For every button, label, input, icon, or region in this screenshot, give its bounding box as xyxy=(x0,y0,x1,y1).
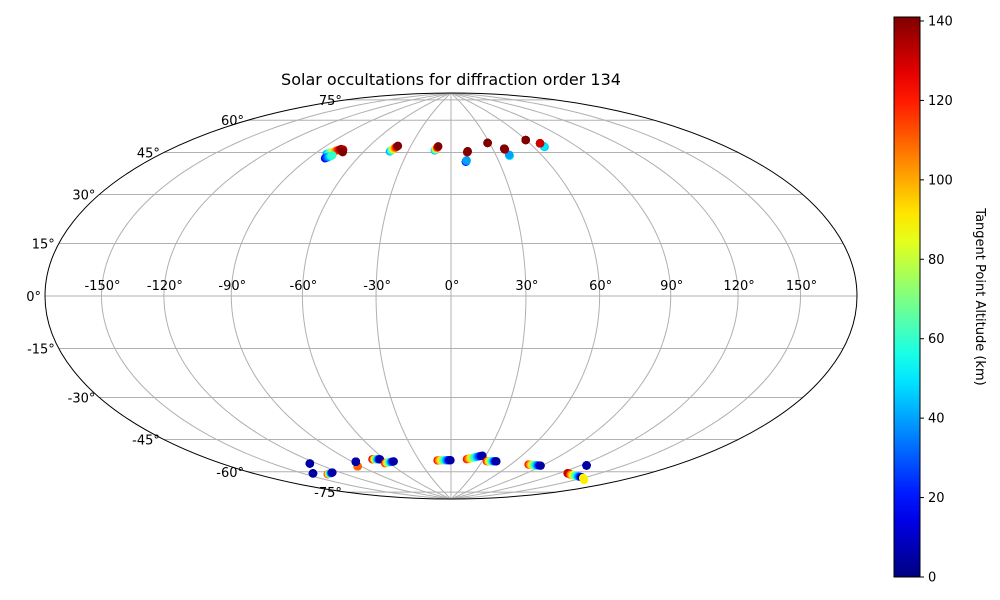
data-point xyxy=(446,456,455,465)
lat-tick-label: 60° xyxy=(221,114,244,129)
colorbar: 0 20 40 60 80 100 120 140 Tangent Point Altitude… xyxy=(893,15,987,586)
lon-tick-label: -120° xyxy=(147,279,183,294)
lat-tick-label: 75° xyxy=(319,94,342,109)
data-point xyxy=(434,142,443,151)
colorbar-label: Tangent Point Altitude (km) xyxy=(972,207,987,385)
data-point xyxy=(483,138,492,148)
data-point xyxy=(328,468,337,477)
map-outline xyxy=(44,92,858,500)
colorbar-tick-label: 140 xyxy=(928,15,953,30)
data-point xyxy=(389,457,398,466)
data-point xyxy=(305,459,315,468)
colorbar-tick-label: 60 xyxy=(928,332,945,347)
lon-tick-label: 120° xyxy=(723,279,754,294)
lon-tick-label: 0° xyxy=(445,279,460,294)
lat-tick-label: 30° xyxy=(72,189,95,204)
data-point xyxy=(351,457,361,466)
lat-tick-label: -15° xyxy=(27,343,55,358)
lon-tick-label: -150° xyxy=(84,279,120,294)
scatter-points xyxy=(305,135,591,485)
colorbar-gradient xyxy=(893,16,921,578)
colorbar-tick-label: 120 xyxy=(928,94,953,109)
data-point xyxy=(582,461,591,470)
data-point xyxy=(492,457,501,466)
lon-tick-label: 30° xyxy=(515,279,538,294)
lat-tick-label: 0° xyxy=(26,290,41,305)
data-point xyxy=(535,139,545,148)
colorbar-tick-label: 100 xyxy=(928,173,953,188)
lat-tick-label: -75° xyxy=(314,486,342,501)
data-point xyxy=(536,461,545,470)
data-point xyxy=(308,469,318,478)
data-point xyxy=(579,475,589,485)
lat-tick-label: -45° xyxy=(132,434,160,449)
colorbar-tick-label: 40 xyxy=(928,412,945,427)
lon-tick-label: 60° xyxy=(589,279,612,294)
lon-tick-label: 150° xyxy=(786,279,817,294)
data-point xyxy=(463,147,472,156)
lon-tick-label: -60° xyxy=(290,279,318,294)
data-point xyxy=(338,148,347,157)
map-area: -150° -120° -90° -60° -30° 0° 30° 60° 90° 120° 150… xyxy=(26,92,858,501)
data-point xyxy=(328,151,337,160)
data-point xyxy=(462,156,471,165)
data-point xyxy=(499,144,509,153)
lon-tick-label: 90° xyxy=(660,279,683,294)
lon-tick-label: -30° xyxy=(363,279,391,294)
lat-tick-label: -30° xyxy=(68,392,96,407)
colorbar-tick-label: 80 xyxy=(928,253,945,268)
data-point xyxy=(521,135,530,145)
colorbar-tick-label: 0 xyxy=(928,571,936,586)
lat-tick-label: 45° xyxy=(137,147,160,162)
data-point xyxy=(393,141,403,151)
chart-title: Solar occultations for diffraction order… xyxy=(281,70,621,89)
lon-tick-label: -90° xyxy=(218,279,246,294)
lat-tick-label: 15° xyxy=(32,238,55,253)
lat-tick-label: -60° xyxy=(216,466,244,481)
colorbar-tick-label: 20 xyxy=(928,491,945,506)
